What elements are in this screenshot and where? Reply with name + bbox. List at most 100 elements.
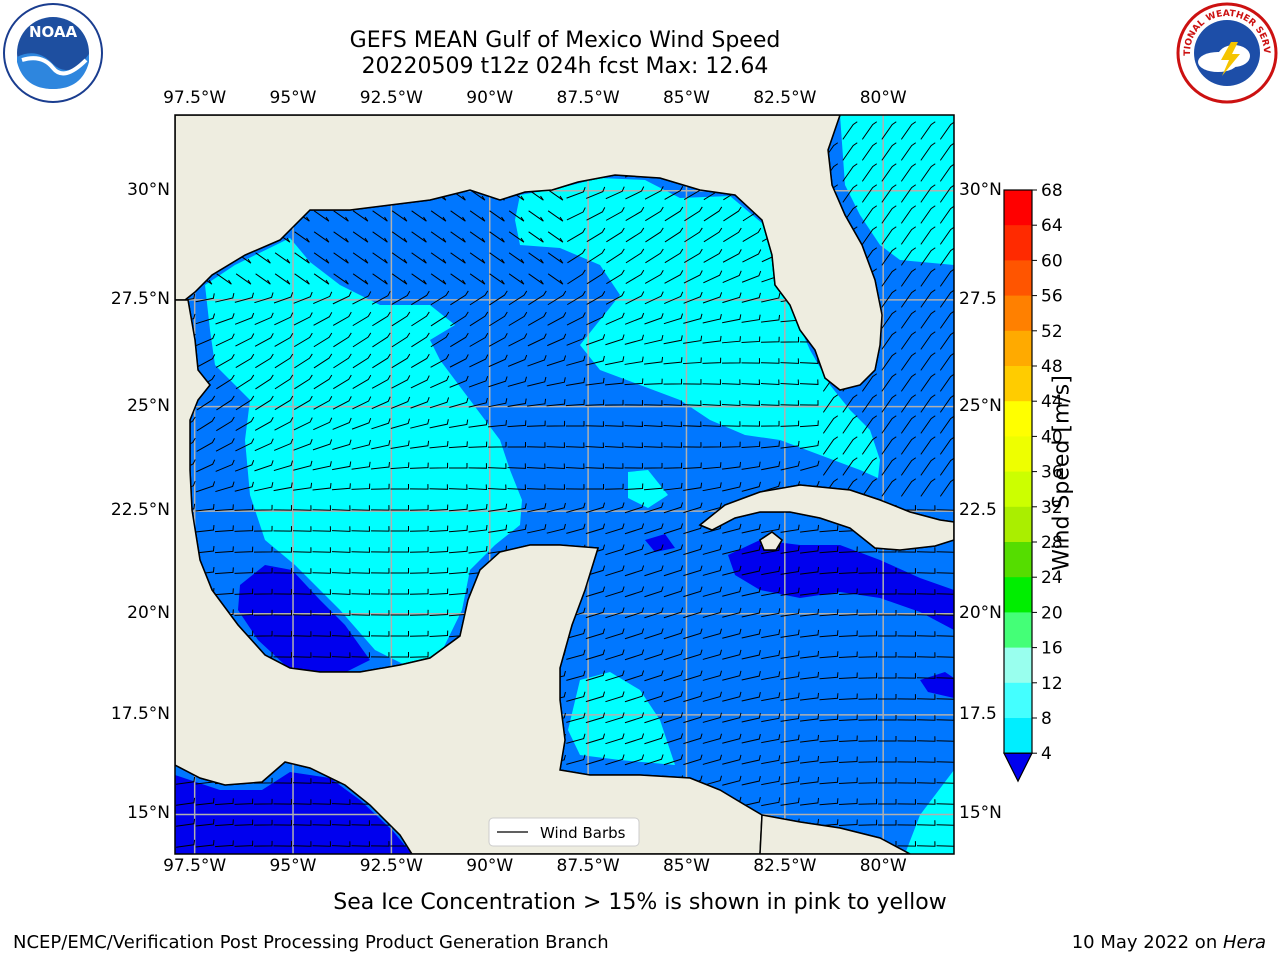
wind-barb bbox=[331, 505, 351, 511]
wind-barb bbox=[643, 400, 663, 406]
wind-barb bbox=[409, 462, 429, 469]
wind-barb bbox=[920, 268, 936, 287]
wind-barb bbox=[624, 607, 645, 619]
wind-barb bbox=[214, 525, 234, 533]
wind-barb bbox=[761, 314, 781, 323]
wind-barb bbox=[411, 332, 430, 348]
wind-barb bbox=[585, 334, 606, 346]
wind-barb bbox=[624, 649, 645, 661]
wind-barb bbox=[255, 273, 271, 285]
wind-barb bbox=[780, 440, 800, 449]
wind-barb bbox=[488, 354, 508, 368]
wind-barb bbox=[429, 567, 449, 574]
wind-barb bbox=[624, 442, 644, 448]
wind-barb bbox=[702, 754, 722, 765]
wind-barb bbox=[195, 504, 215, 512]
wind-barb bbox=[624, 670, 645, 682]
wind-barb bbox=[567, 269, 586, 285]
wind-barb bbox=[390, 440, 410, 450]
wind-barb bbox=[585, 399, 605, 406]
wind-barb bbox=[624, 502, 645, 514]
wind-barb bbox=[273, 652, 293, 658]
wind-barb bbox=[566, 649, 586, 660]
wind-barb bbox=[234, 819, 254, 826]
wind-barb bbox=[253, 546, 273, 553]
wind-barb bbox=[683, 649, 703, 661]
wind-barb bbox=[333, 273, 349, 285]
wind-barb bbox=[391, 252, 408, 264]
wind-barb bbox=[800, 650, 820, 659]
wind-barb bbox=[702, 775, 722, 786]
lon-tick-bottom-5: 85°W bbox=[662, 856, 710, 876]
wind-barb bbox=[507, 463, 527, 469]
wind-barb bbox=[585, 670, 606, 682]
wind-barb bbox=[920, 142, 936, 161]
wind-barb bbox=[858, 693, 878, 700]
wind-barb bbox=[916, 799, 936, 805]
wind-barb bbox=[760, 420, 780, 427]
wind-barb bbox=[722, 586, 742, 597]
wind-barb bbox=[900, 373, 917, 392]
wind-barb bbox=[253, 525, 273, 532]
wind-barb bbox=[508, 210, 525, 222]
wind-barb bbox=[312, 589, 332, 595]
wind-barb bbox=[900, 226, 917, 245]
wind-barb bbox=[742, 227, 762, 243]
wind-barb bbox=[489, 210, 505, 222]
wind-barb bbox=[819, 714, 839, 722]
wind-barb bbox=[411, 273, 427, 285]
wind-barb bbox=[409, 525, 429, 532]
wind-barb bbox=[371, 291, 391, 305]
wind-barb bbox=[273, 799, 293, 805]
footer-date-text: 10 May 2022 on bbox=[1071, 932, 1223, 953]
wind-barb bbox=[877, 735, 897, 742]
wind-barb bbox=[722, 733, 742, 744]
wind-barb bbox=[528, 231, 544, 243]
wind-barb bbox=[333, 353, 352, 369]
wind-barb bbox=[292, 820, 312, 826]
land-isle-of-youth-overlay bbox=[759, 531, 783, 551]
wind-barb bbox=[722, 314, 742, 324]
wind-barb bbox=[312, 482, 332, 491]
wind-barb bbox=[215, 481, 235, 493]
wind-barb bbox=[703, 206, 723, 222]
wind-barb bbox=[800, 566, 820, 575]
wind-barb bbox=[274, 374, 294, 390]
wind-barb bbox=[838, 546, 858, 553]
wind-barb bbox=[195, 481, 216, 493]
wind-barb bbox=[936, 715, 954, 721]
wind-barb bbox=[920, 121, 936, 140]
wind-barb bbox=[351, 505, 371, 511]
wind-barb bbox=[469, 311, 489, 327]
wind-barb bbox=[390, 589, 410, 595]
wind-barb bbox=[507, 376, 528, 387]
wind-barb bbox=[370, 589, 390, 595]
wind-barb bbox=[528, 273, 544, 285]
wind-barb bbox=[838, 819, 858, 826]
wind-barb bbox=[508, 273, 525, 285]
wind-barb bbox=[195, 798, 215, 806]
wind-barb bbox=[333, 252, 349, 264]
wind-barb bbox=[741, 481, 761, 492]
wind-barb bbox=[430, 375, 450, 389]
wind-barb bbox=[936, 505, 954, 511]
lon-tick-bottom-4: 87.5°W bbox=[556, 856, 620, 876]
wind-barb bbox=[351, 461, 371, 470]
wind-barb bbox=[625, 186, 645, 200]
wind-barb bbox=[897, 757, 917, 763]
wind-barb bbox=[527, 355, 547, 367]
wind-barb bbox=[214, 504, 234, 512]
wind-barb bbox=[605, 544, 625, 556]
wind-barb bbox=[624, 712, 645, 724]
wind-barb bbox=[234, 609, 254, 616]
wind-barb bbox=[780, 545, 800, 554]
wind-barb bbox=[741, 292, 761, 303]
wind-barb bbox=[604, 483, 624, 490]
wind-barb bbox=[526, 420, 546, 427]
wind-barb bbox=[508, 290, 528, 306]
lat-tick-left-2: 25°N bbox=[127, 395, 170, 416]
wind-barb bbox=[722, 523, 742, 534]
wind-barb bbox=[916, 610, 936, 616]
wind-barb bbox=[528, 210, 544, 222]
wind-barb bbox=[858, 735, 878, 742]
